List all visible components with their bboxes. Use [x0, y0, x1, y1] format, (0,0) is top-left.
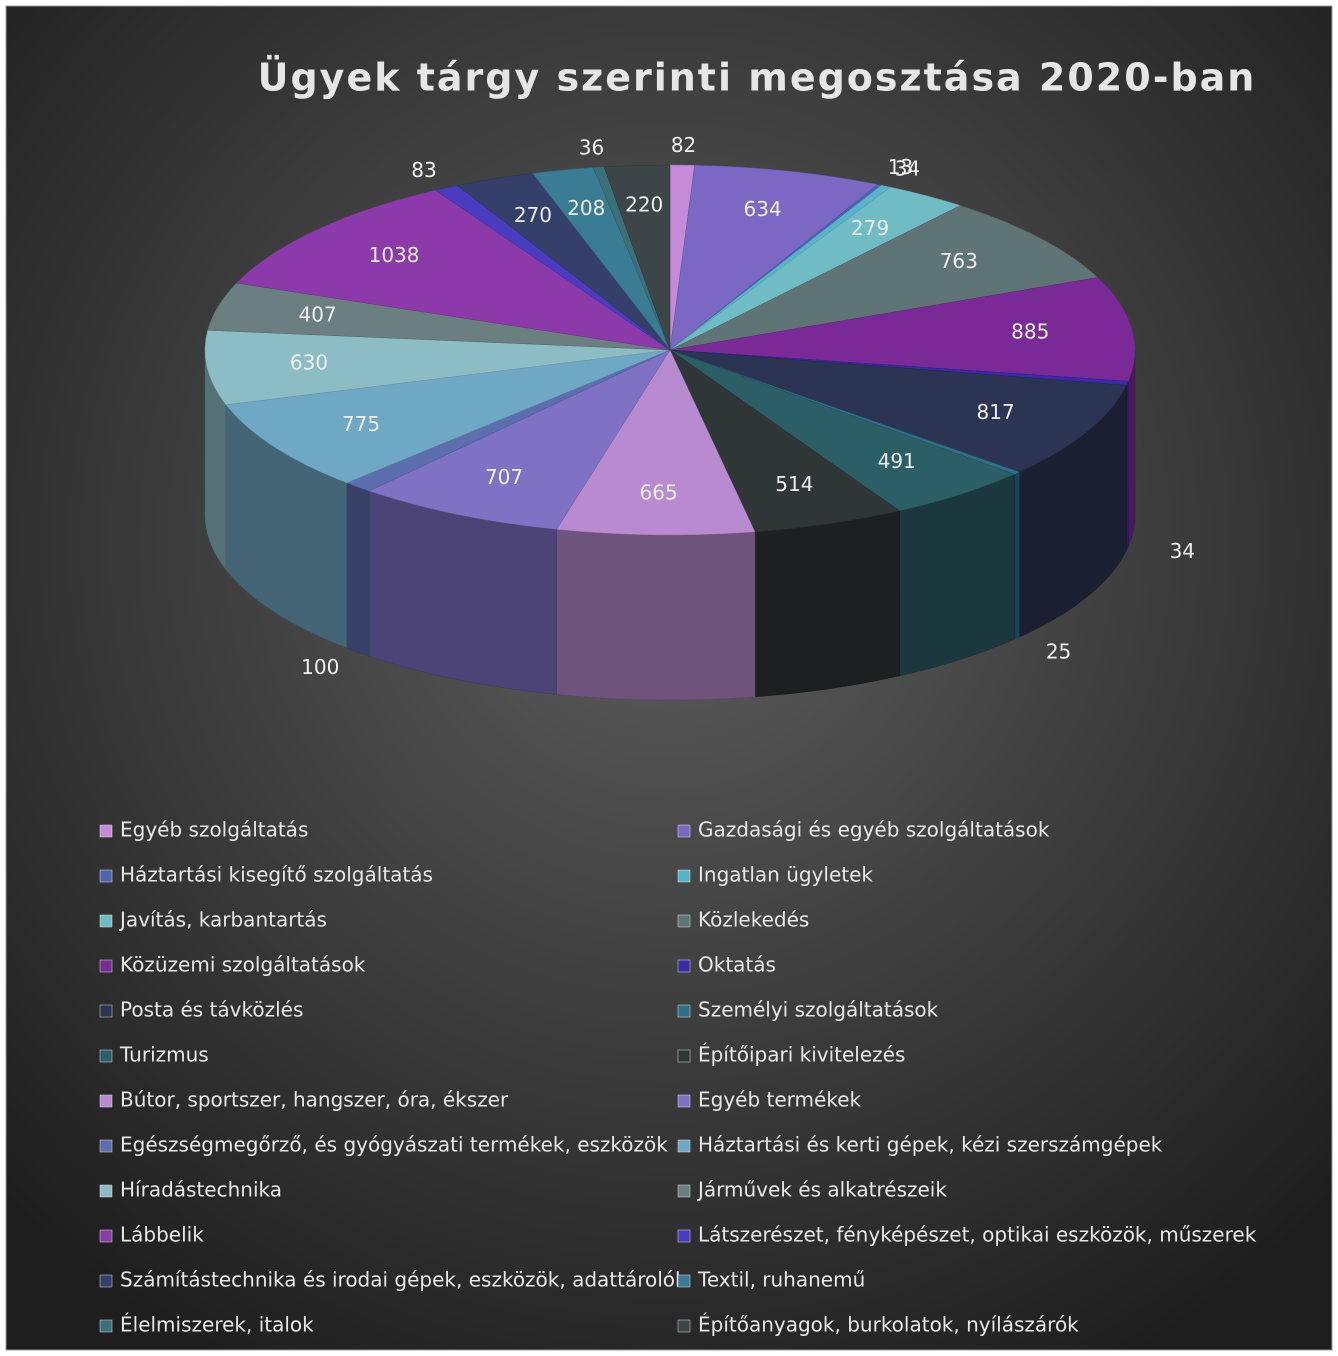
data-label: 630	[290, 350, 328, 374]
pie-slice	[556, 349, 756, 536]
legend-label: Látszerészet, fényképészet, optikai eszk…	[698, 1223, 1257, 1247]
legend-marker	[677, 1184, 691, 1198]
legend-label: Posta és távközlés	[120, 998, 303, 1022]
pie-slice-side	[556, 529, 756, 701]
legend-label: Járművek és alkatrészeik	[696, 1178, 947, 1202]
legend-label: Közlekedés	[698, 908, 809, 932]
legend-marker	[99, 1004, 113, 1018]
legend-label: Háztartási kisegítő szolgáltatás	[120, 863, 433, 887]
legend-label: Számítástechnika és irodai gépek, eszköz…	[120, 1268, 687, 1292]
legend-label: Egyéb termékek	[698, 1088, 862, 1112]
data-label: 885	[1011, 320, 1049, 344]
legend-label: Gazdasági és egyéb szolgáltatások	[698, 818, 1050, 842]
legend-marker	[99, 1319, 113, 1333]
legend-marker	[677, 1004, 691, 1018]
legend-label: Egészségmegőrző, és gyógyászati termékek…	[120, 1133, 668, 1157]
data-label: 100	[301, 655, 339, 679]
legend-marker	[99, 869, 113, 883]
legend-marker	[677, 824, 691, 838]
legend-label: Építőipari kivitelezés	[698, 1043, 905, 1067]
pie-slice	[603, 164, 671, 351]
legend-label: Oktatás	[698, 953, 776, 977]
data-label: 514	[775, 472, 813, 496]
data-label: 763	[940, 249, 978, 273]
pie-slice	[204, 329, 671, 406]
data-label: 34	[1170, 539, 1195, 563]
data-label: 25	[1046, 639, 1071, 663]
legend-label: Háztartási és kerti gépek, kézi szerszám…	[698, 1133, 1163, 1157]
pie-slice	[669, 349, 901, 533]
legend-marker	[677, 1319, 691, 1333]
legend-marker	[677, 1094, 691, 1108]
pie-slice	[236, 189, 671, 351]
data-label: 13	[888, 155, 913, 179]
legend-label: Textil, ruhanemű	[697, 1268, 865, 1292]
pie-slice	[669, 205, 1099, 351]
legend-label: Közüzemi szolgáltatások	[120, 953, 366, 977]
legend-marker	[99, 1184, 113, 1198]
pie-slice	[669, 349, 1127, 473]
legend-label: Ingatlan ügyletek	[698, 863, 873, 887]
data-label: 1038	[369, 243, 420, 267]
pie-slice	[669, 349, 1016, 512]
legend-marker	[677, 1049, 691, 1063]
legend-marker	[677, 1229, 691, 1243]
legend-label: Javítás, karbantartás	[118, 908, 327, 932]
pie-slice-side	[1126, 381, 1129, 551]
pie-slice	[669, 165, 879, 351]
pie-slice-side	[346, 482, 370, 657]
legend-label: Egyéb szolgáltatás	[120, 818, 308, 842]
data-label: 36	[579, 135, 604, 159]
legend-label: Élelmiszerek, italok	[120, 1313, 314, 1337]
legend-marker	[99, 1049, 113, 1063]
data-label: 82	[671, 133, 696, 157]
data-label: 407	[298, 302, 336, 326]
legend-marker	[99, 1139, 113, 1153]
chart-title: Ügyek tárgy szerinti megosztása 2020-ban	[258, 56, 1257, 100]
data-label: 707	[485, 465, 523, 489]
data-label: 491	[878, 449, 916, 473]
legend-marker	[677, 1139, 691, 1153]
data-label: 270	[514, 203, 552, 227]
data-label: 817	[977, 400, 1015, 424]
data-label: 665	[640, 481, 678, 505]
data-label: 279	[851, 216, 889, 240]
data-label: 220	[625, 193, 663, 217]
legend-label: Bútor, sportszer, hangszer, óra, ékszer	[120, 1088, 509, 1112]
legend-marker	[677, 959, 691, 973]
data-label: 634	[744, 197, 782, 221]
legend-label: Híradástechnika	[120, 1178, 282, 1202]
legend-marker	[677, 869, 691, 883]
legend-label: Turizmus	[119, 1043, 209, 1067]
legend-marker	[99, 824, 113, 838]
data-label: 775	[342, 412, 380, 436]
pie-slice	[669, 277, 1136, 382]
legend-label: Építőanyagok, burkolatok, nyílászárók	[698, 1313, 1079, 1337]
data-label: 34	[895, 156, 920, 180]
data-label: 208	[567, 196, 605, 220]
legend-marker	[677, 914, 691, 928]
legend-marker	[99, 1094, 113, 1108]
data-label: 83	[411, 158, 436, 182]
legend-marker	[99, 1274, 113, 1288]
pie-slice-side	[1014, 471, 1020, 640]
legend-marker	[99, 959, 113, 973]
legend-marker	[99, 914, 113, 928]
pie-slice	[368, 349, 671, 530]
legend-marker	[99, 1229, 113, 1243]
legend-label: Személyi szolgáltatások	[698, 998, 939, 1022]
legend-marker	[677, 1274, 691, 1288]
pie-slice-side	[754, 510, 900, 698]
pie-slice	[225, 349, 671, 484]
legend-label: Lábbelik	[120, 1223, 204, 1247]
